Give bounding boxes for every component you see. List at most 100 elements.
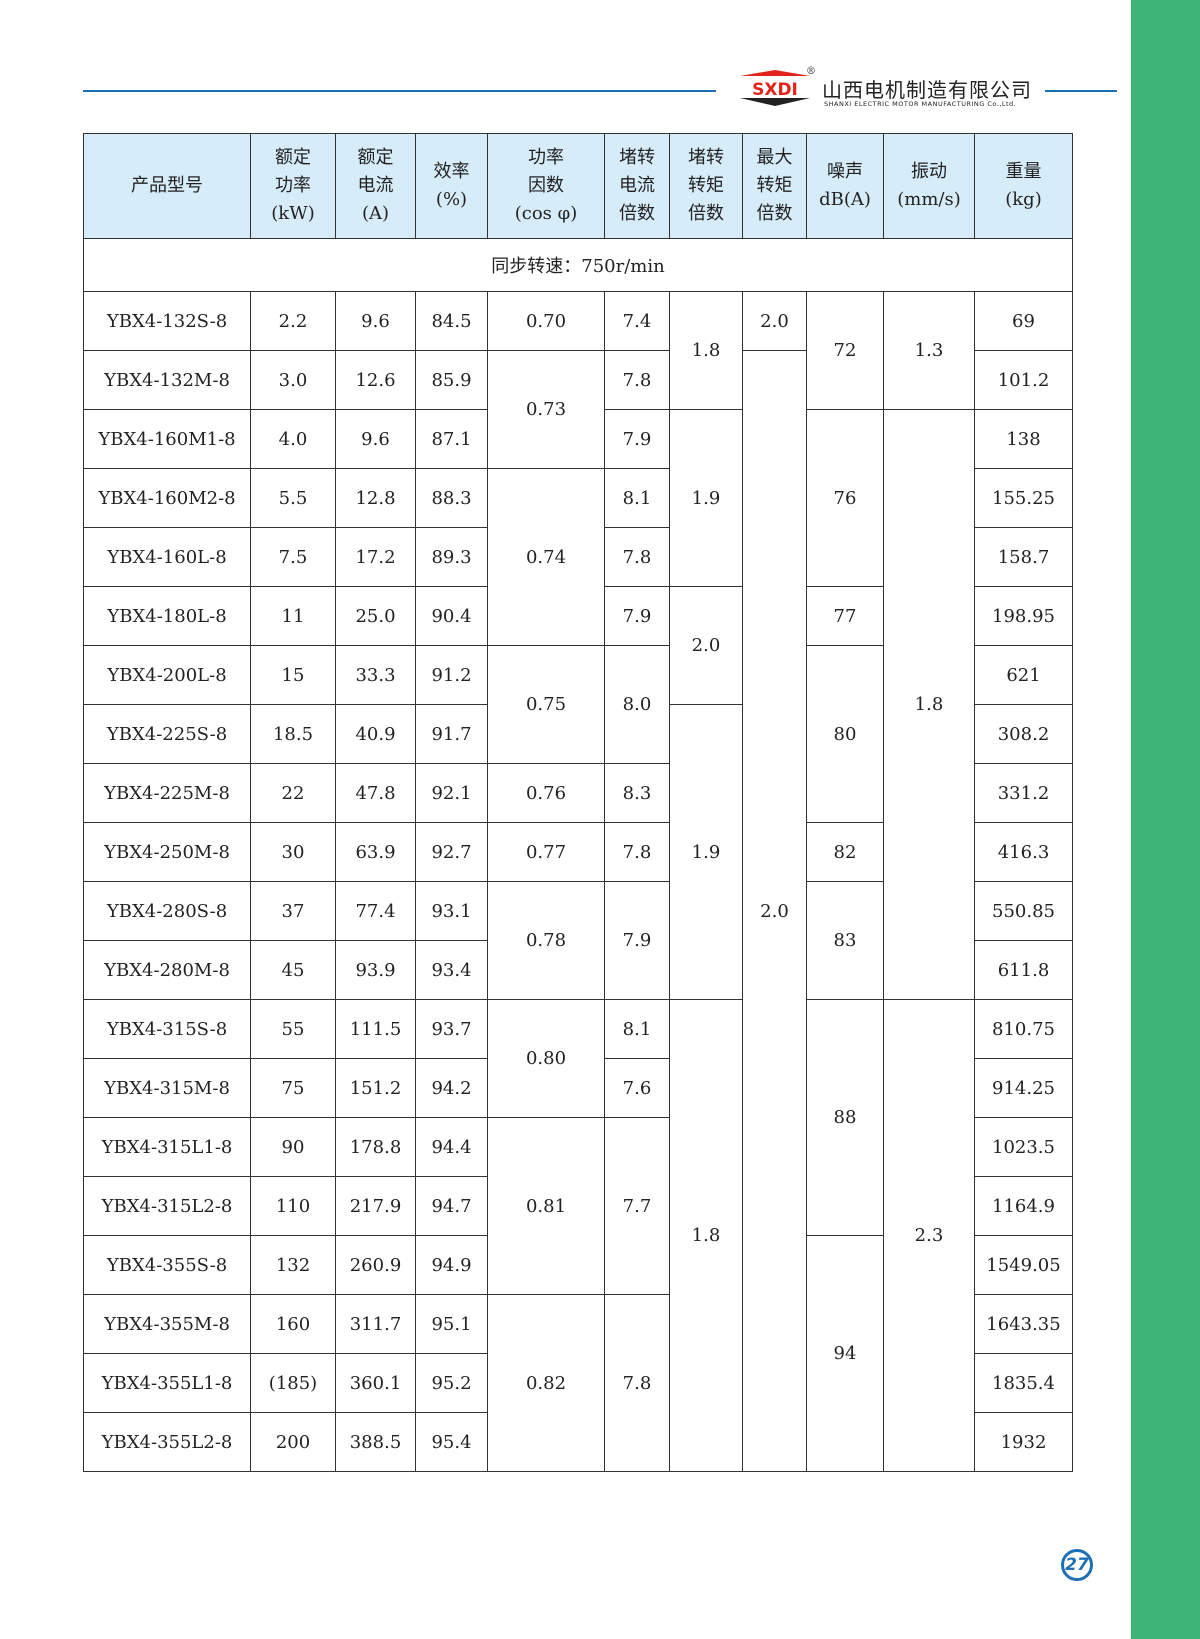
- cell-rated-power: 75: [250, 1058, 336, 1118]
- cell-max-torque: 2.0: [742, 291, 807, 351]
- cell-rated-power: 200: [250, 1412, 336, 1472]
- cell-efficiency: 93.4: [415, 940, 488, 1000]
- header-weight: 重量 (kg): [974, 133, 1073, 239]
- cell-efficiency: 92.7: [415, 822, 488, 882]
- header-locked-current: 堵转 电流 倍数: [604, 133, 670, 239]
- cell-rated-current: 33.3: [335, 645, 416, 705]
- cell-rated-current: 12.6: [335, 350, 416, 410]
- cell-locked-current: 8.3: [604, 763, 670, 823]
- cell-efficiency: 91.2: [415, 645, 488, 705]
- cell-rated-power: 18.5: [250, 704, 336, 764]
- cell-rated-current: 63.9: [335, 822, 416, 882]
- table-row: YBX4-160M2-8 5.5 12.8 88.3 0.74 8.1 155.25: [83, 468, 1073, 646]
- cell-weight: 1164.9: [974, 1176, 1073, 1236]
- table-row: YBX4-355L1-8 (185) 360.1 95.2 1835.4: [83, 1353, 1073, 1413]
- cell-model: YBX4-355M-8: [83, 1294, 251, 1354]
- cell-model: YBX4-160M1-8: [83, 409, 251, 469]
- cell-weight: 621: [974, 645, 1073, 705]
- cell-locked-current: 7.8: [604, 527, 670, 587]
- cell-rated-current: 388.5: [335, 1412, 416, 1472]
- cell-weight: 158.7: [974, 527, 1073, 587]
- header-noise: 噪声 dB(A): [806, 133, 884, 239]
- cell-noise: 80: [806, 645, 884, 823]
- cell-rated-current: 25.0: [335, 586, 416, 646]
- cell-rated-current: 40.9: [335, 704, 416, 764]
- cell-locked-current: 8.1: [604, 999, 670, 1059]
- table-row: YBX4-200L-8 15 33.3 91.2 0.75 8.0 80 621: [83, 645, 1073, 823]
- cell-weight: 69: [974, 291, 1073, 351]
- cell-weight: 550.85: [974, 881, 1073, 941]
- header-locked-torque: 堵转 转矩 倍数: [669, 133, 743, 239]
- cell-rated-current: 151.2: [335, 1058, 416, 1118]
- cell-weight: 308.2: [974, 704, 1073, 764]
- cell-efficiency: 95.2: [415, 1353, 488, 1413]
- cell-rated-power: 7.5: [250, 527, 336, 587]
- cell-rated-current: 260.9: [335, 1235, 416, 1295]
- cell-efficiency: 95.1: [415, 1294, 488, 1354]
- cell-rated-power: 45: [250, 940, 336, 1000]
- green-side-band: [1131, 0, 1200, 1639]
- company-name-cn: 山西电机制造有限公司: [822, 78, 1032, 102]
- table-row: YBX4-280M-8 45 93.9 93.4 611.8: [83, 940, 1073, 1000]
- table-row: YBX4-315S-8 55 111.5 93.7 0.80 8.1 1.8 88 2.3 810…: [83, 999, 1073, 1472]
- table-row: YBX4-250M-8 30 63.9 92.7 0.77 7.8 82 416.3: [83, 822, 1073, 882]
- cell-efficiency: 90.4: [415, 586, 488, 646]
- cell-model: YBX4-355L2-8: [83, 1412, 251, 1472]
- cell-power-factor: 0.75: [487, 645, 605, 764]
- cell-efficiency: 93.7: [415, 999, 488, 1059]
- table-row: YBX4-355L2-8 200 388.5 95.4 1932: [83, 1412, 1073, 1472]
- registered-mark: ®: [806, 66, 816, 77]
- cell-noise: 82: [806, 822, 884, 882]
- cell-weight: 1023.5: [974, 1117, 1073, 1177]
- header-power-factor: 功率 因数 (cos φ): [487, 133, 605, 239]
- cell-noise: 94: [806, 1235, 884, 1472]
- cell-locked-current: 7.8: [604, 350, 670, 410]
- cell-model: YBX4-200L-8: [83, 645, 251, 705]
- cell-locked-current: 7.8: [604, 822, 670, 882]
- header-model: 产品型号: [83, 133, 251, 239]
- cell-rated-current: 17.2: [335, 527, 416, 587]
- cell-rated-current: 93.9: [335, 940, 416, 1000]
- cell-model: YBX4-280M-8: [83, 940, 251, 1000]
- cell-rated-current: 311.7: [335, 1294, 416, 1354]
- company-name-en: SHANXI ELECTRIC MOTOR MANUFACTURING Co.,…: [824, 100, 1017, 108]
- cell-power-factor: 0.80: [487, 999, 605, 1118]
- cell-efficiency: 91.7: [415, 704, 488, 764]
- table-row: YBX4-280S-8 37 77.4 93.1 0.78 7.9 83 550.85: [83, 881, 1073, 1000]
- cell-efficiency: 85.9: [415, 350, 488, 410]
- cell-rated-power: 110: [250, 1176, 336, 1236]
- cell-rated-power: 4.0: [250, 409, 336, 469]
- cell-locked-torque: 1.9: [669, 704, 743, 1000]
- cell-rated-power: 2.2: [250, 291, 336, 351]
- cell-efficiency: 92.1: [415, 763, 488, 823]
- cell-power-factor: 0.82: [487, 1294, 605, 1472]
- cell-efficiency: 89.3: [415, 527, 488, 587]
- header-max-torque: 最大 转矩 倍数: [742, 133, 807, 239]
- cell-rated-current: 9.6: [335, 409, 416, 469]
- company-logo: SXDI: [740, 70, 810, 106]
- cell-locked-current: 7.8: [604, 1294, 670, 1472]
- cell-weight: 1835.4: [974, 1353, 1073, 1413]
- cell-efficiency: 87.1: [415, 409, 488, 469]
- cell-model: YBX4-132S-8: [83, 291, 251, 351]
- cell-locked-current: 8.0: [604, 645, 670, 764]
- sync-speed-row: 同步转速：750r/min: [83, 238, 1073, 292]
- cell-model: YBX4-225S-8: [83, 704, 251, 764]
- cell-rated-power: (185): [250, 1353, 336, 1413]
- cell-rated-power: 30: [250, 822, 336, 882]
- cell-weight: 1643.35: [974, 1294, 1073, 1354]
- cell-vibration: 2.3: [883, 999, 975, 1472]
- cell-model: YBX4-280S-8: [83, 881, 251, 941]
- cell-power-factor: 0.76: [487, 763, 605, 823]
- table-row: YBX4-315L2-8 110 217.9 94.7 1164.9: [83, 1176, 1073, 1236]
- table-row: YBX4-132S-8 2.2 9.6 84.5 0.70 7.4 1.8 2.0 72 1.3 6…: [83, 291, 1073, 410]
- cell-rated-current: 12.8: [335, 468, 416, 528]
- cell-weight: 810.75: [974, 999, 1073, 1059]
- cell-rated-current: 77.4: [335, 881, 416, 941]
- cell-model: YBX4-315S-8: [83, 999, 251, 1059]
- cell-efficiency: 88.3: [415, 468, 488, 528]
- cell-power-factor: 0.81: [487, 1117, 605, 1295]
- cell-rated-current: 9.6: [335, 291, 416, 351]
- cell-efficiency: 94.9: [415, 1235, 488, 1295]
- table-row: YBX4-315L1-8 90 178.8 94.4 0.81 7.7 1023.5: [83, 1117, 1073, 1295]
